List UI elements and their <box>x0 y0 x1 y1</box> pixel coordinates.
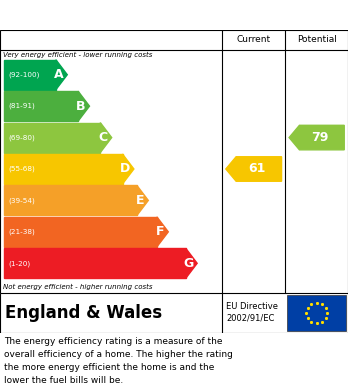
Bar <box>4 60 56 90</box>
Text: (1-20): (1-20) <box>8 260 30 267</box>
Text: Not energy efficient - higher running costs: Not energy efficient - higher running co… <box>3 284 152 290</box>
Polygon shape <box>186 248 197 278</box>
Text: (81-91): (81-91) <box>8 103 35 109</box>
Text: Current: Current <box>237 36 271 45</box>
Bar <box>4 248 186 278</box>
Text: (69-80): (69-80) <box>8 135 35 141</box>
Text: C: C <box>98 131 108 144</box>
Bar <box>4 154 122 184</box>
Polygon shape <box>137 185 148 215</box>
Bar <box>287 295 346 331</box>
Text: D: D <box>120 163 130 176</box>
Text: F: F <box>156 225 164 239</box>
Text: G: G <box>183 257 194 270</box>
Text: 79: 79 <box>311 131 328 144</box>
Bar <box>4 185 137 215</box>
Polygon shape <box>78 91 89 121</box>
Text: (92-100): (92-100) <box>8 72 39 78</box>
Polygon shape <box>56 60 67 90</box>
Text: Energy Efficiency Rating: Energy Efficiency Rating <box>7 7 209 23</box>
Text: The energy efficiency rating is a measure of the
overall efficiency of a home. T: The energy efficiency rating is a measur… <box>4 337 233 385</box>
Polygon shape <box>289 125 344 150</box>
Text: (21-38): (21-38) <box>8 229 35 235</box>
Polygon shape <box>226 157 282 181</box>
Text: B: B <box>76 100 86 113</box>
Text: A: A <box>54 68 64 81</box>
Bar <box>4 123 100 152</box>
Text: 61: 61 <box>248 163 265 176</box>
Text: (55-68): (55-68) <box>8 166 35 172</box>
Text: Potential: Potential <box>297 36 337 45</box>
Text: (39-54): (39-54) <box>8 197 35 204</box>
Bar <box>4 217 157 247</box>
Text: EU Directive
2002/91/EC: EU Directive 2002/91/EC <box>226 301 278 323</box>
Text: E: E <box>135 194 144 207</box>
Bar <box>4 91 78 121</box>
Polygon shape <box>122 154 134 184</box>
Text: Very energy efficient - lower running costs: Very energy efficient - lower running co… <box>3 52 152 58</box>
Polygon shape <box>157 217 168 247</box>
Text: England & Wales: England & Wales <box>5 304 162 322</box>
Polygon shape <box>100 123 112 152</box>
